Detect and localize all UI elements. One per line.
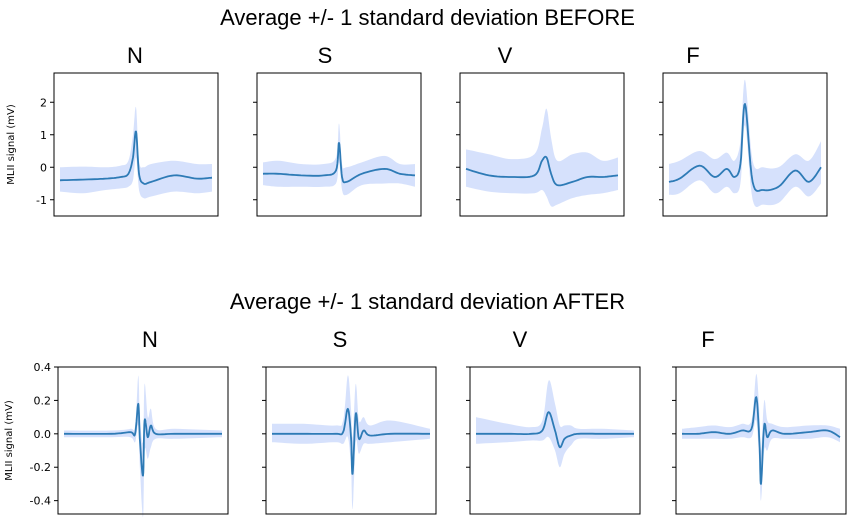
- y-tick-label: -0.2: [30, 461, 51, 474]
- y-tick-label: 2: [40, 96, 47, 109]
- y-tick-label: 0.0: [34, 428, 52, 441]
- y-axis-label: MLII signal (mV): [6, 104, 17, 185]
- mean-line: [59, 130, 213, 185]
- chart-panel-after-f: F: [672, 327, 847, 515]
- panel-title: F: [701, 327, 714, 352]
- panel-title: V: [498, 43, 513, 68]
- axes-frame: [256, 72, 422, 217]
- axes-frame: [469, 366, 641, 515]
- y-tick-label: -0.4: [30, 495, 51, 508]
- mean-line: [465, 155, 619, 187]
- y-tick-label: -1: [36, 194, 47, 207]
- axes-frame: [459, 72, 625, 217]
- chart-panel-after-n: N -0.4 -0.2 0.0 0.2 0.4 MLII signal (mV): [4, 327, 229, 518]
- std-band: [60, 106, 212, 199]
- y-tick-label: 1: [40, 129, 47, 142]
- panel-title: S: [333, 327, 348, 352]
- chart-panel-before-s: S: [253, 43, 422, 217]
- panel-title: N: [127, 43, 143, 68]
- std-band: [476, 380, 634, 468]
- y-tick-label: 0: [40, 161, 47, 174]
- panel-title: F: [686, 43, 699, 68]
- y-tick-label: 0.4: [34, 361, 52, 374]
- panel-title: N: [142, 327, 158, 352]
- mean-line: [476, 411, 634, 449]
- chart-panel-before-n: N -1 0 1 2 MLII signal (mV): [6, 43, 219, 217]
- axes-frame: [265, 366, 437, 515]
- mean-line: [272, 407, 430, 475]
- axes-frame: [53, 72, 219, 217]
- std-band: [466, 108, 618, 207]
- y-tick-label: 0.2: [34, 394, 52, 407]
- axes-frame: [662, 72, 828, 217]
- after-figure-title: Average +/- 1 standard deviation AFTER: [229, 289, 626, 314]
- y-axis-label: MLII signal (mV): [4, 400, 15, 481]
- panel-title: V: [513, 327, 528, 352]
- chart-panel-before-f: F: [659, 43, 828, 217]
- chart-panel-after-s: S: [262, 327, 437, 515]
- mean-line: [262, 142, 416, 184]
- chart-panel-before-v: V: [456, 43, 625, 217]
- mean-line: [682, 396, 841, 485]
- panel-title: S: [318, 43, 333, 68]
- axes-frame: [675, 366, 847, 515]
- std-band: [263, 123, 415, 196]
- axes-frame: [57, 366, 229, 515]
- before-figure-title: Average +/- 1 standard deviation BEFORE: [220, 5, 635, 30]
- chart-panel-after-v: V: [466, 327, 641, 515]
- mean-line: [668, 103, 822, 192]
- mean-line: [64, 402, 222, 477]
- std-band: [669, 79, 821, 207]
